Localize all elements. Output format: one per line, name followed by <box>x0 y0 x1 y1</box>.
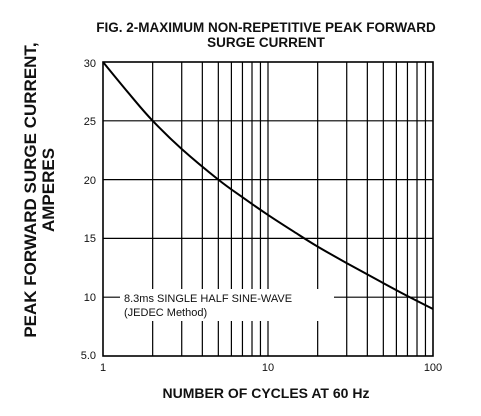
x-tick-label: 10 <box>262 362 274 374</box>
x-axis-title: NUMBER OF CYCLES AT 60 Hz <box>163 385 370 401</box>
y-tick-labels: 5.0 10 15 20 25 30 <box>81 58 96 362</box>
y-tick-label: 10 <box>84 292 96 304</box>
chart-title-line-2: SURGE CURRENT <box>207 35 326 50</box>
y-tick-label: 30 <box>84 58 96 70</box>
x-tick-label: 1 <box>100 362 106 374</box>
y-tick-label: 5.0 <box>81 350 96 362</box>
y-tick-label: 25 <box>84 116 96 128</box>
y-tick-label: 20 <box>84 175 96 187</box>
chart-title: FIG. 2-MAXIMUM NON-REPETITIVE PEAK FORWA… <box>96 20 436 50</box>
x-tick-labels: 1 10 100 <box>100 362 442 374</box>
y-axis-title-line-2: AMPERES <box>39 148 58 232</box>
annotation: 8.3ms SINGLE HALF SINE-WAVE (JEDEC Metho… <box>124 293 292 319</box>
chart-title-line-1: FIG. 2-MAXIMUM NON-REPETITIVE PEAK FORWA… <box>96 20 436 35</box>
annotation-background <box>120 289 334 321</box>
series-layer <box>102 61 434 310</box>
x-tick-label: 100 <box>424 362 442 374</box>
annotation-line-2: (JEDEC Method) <box>124 307 207 319</box>
surge-current-curve <box>102 61 434 310</box>
y-axis-title-line-1: PEAK FORWARD SURGE CURRENT, <box>21 42 40 337</box>
y-axis-title: PEAK FORWARD SURGE CURRENT, AMPERES <box>21 42 58 337</box>
annotation-line-1: 8.3ms SINGLE HALF SINE-WAVE <box>124 293 292 305</box>
y-tick-label: 15 <box>84 233 96 245</box>
plot-frame <box>102 61 434 357</box>
